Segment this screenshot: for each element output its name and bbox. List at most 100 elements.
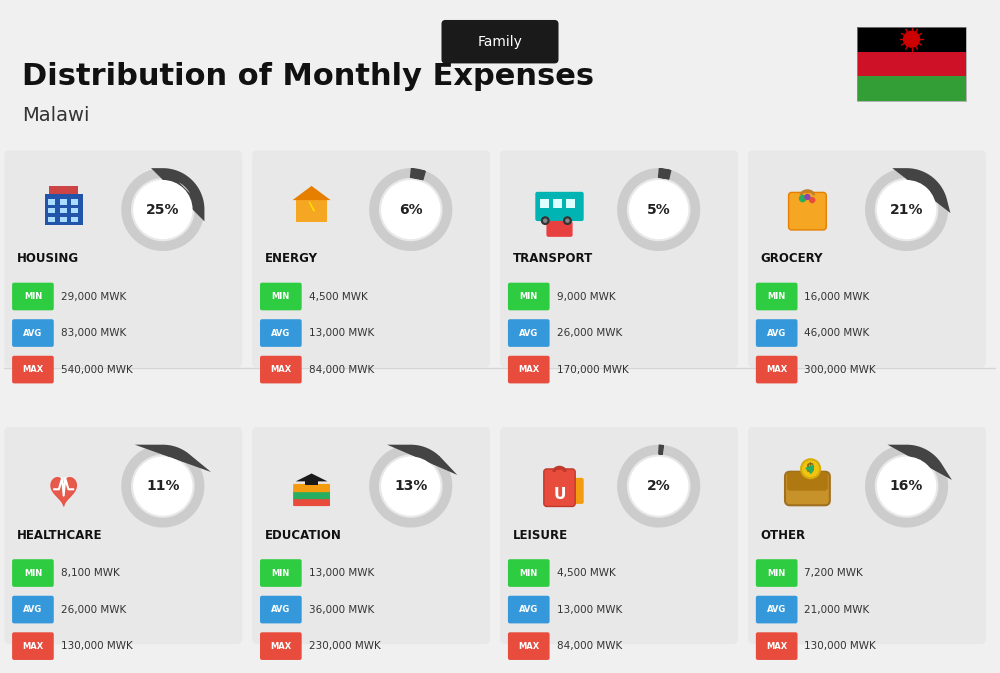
Text: Malawi: Malawi <box>22 106 90 125</box>
Text: MIN: MIN <box>24 292 42 301</box>
Text: 13,000 MWK: 13,000 MWK <box>309 328 374 338</box>
Text: MAX: MAX <box>518 641 539 651</box>
Text: 300,000 MWK: 300,000 MWK <box>804 365 876 375</box>
Text: AVG: AVG <box>23 328 43 338</box>
Text: 4,500 MWK: 4,500 MWK <box>557 568 615 578</box>
FancyBboxPatch shape <box>756 633 798 660</box>
FancyBboxPatch shape <box>508 559 550 587</box>
FancyBboxPatch shape <box>562 478 584 504</box>
Text: MAX: MAX <box>22 365 44 374</box>
FancyBboxPatch shape <box>252 150 490 367</box>
Text: MIN: MIN <box>768 292 786 301</box>
Circle shape <box>133 456 193 516</box>
Bar <box>296 200 327 222</box>
Text: LEISURE: LEISURE <box>513 529 568 542</box>
Bar <box>71 217 78 222</box>
Circle shape <box>629 180 688 239</box>
Text: AVG: AVG <box>767 328 786 338</box>
FancyBboxPatch shape <box>12 319 54 347</box>
FancyBboxPatch shape <box>785 472 830 505</box>
Text: MAX: MAX <box>518 365 539 374</box>
FancyBboxPatch shape <box>260 283 302 310</box>
Text: 26,000 MWK: 26,000 MWK <box>557 328 622 338</box>
Text: 5%: 5% <box>647 203 671 217</box>
Bar <box>48 217 55 222</box>
FancyBboxPatch shape <box>260 559 302 587</box>
Text: GROCERY: GROCERY <box>761 252 823 265</box>
FancyBboxPatch shape <box>508 319 550 347</box>
Bar <box>60 199 67 205</box>
Text: Family: Family <box>478 35 522 48</box>
Text: 84,000 MWK: 84,000 MWK <box>309 365 374 375</box>
Text: 170,000 MWK: 170,000 MWK <box>557 365 628 375</box>
Circle shape <box>877 180 936 239</box>
Bar <box>71 199 78 205</box>
Text: 13,000 MWK: 13,000 MWK <box>557 604 622 614</box>
FancyBboxPatch shape <box>260 596 302 623</box>
Text: 13,000 MWK: 13,000 MWK <box>309 568 374 578</box>
FancyBboxPatch shape <box>748 150 986 367</box>
FancyBboxPatch shape <box>441 20 559 63</box>
Text: AVG: AVG <box>519 605 538 614</box>
Text: 13%: 13% <box>394 479 427 493</box>
Text: MIN: MIN <box>520 292 538 301</box>
Text: 36,000 MWK: 36,000 MWK <box>309 604 374 614</box>
FancyBboxPatch shape <box>4 150 242 367</box>
FancyBboxPatch shape <box>756 356 798 384</box>
FancyBboxPatch shape <box>293 491 330 499</box>
Text: 46,000 MWK: 46,000 MWK <box>804 328 870 338</box>
Text: MAX: MAX <box>270 641 291 651</box>
FancyBboxPatch shape <box>12 283 54 310</box>
Circle shape <box>799 194 806 203</box>
Text: 21,000 MWK: 21,000 MWK <box>804 604 870 614</box>
Text: 26,000 MWK: 26,000 MWK <box>61 604 126 614</box>
Text: TRANSPORT: TRANSPORT <box>513 252 593 265</box>
FancyBboxPatch shape <box>12 356 54 384</box>
Text: 2%: 2% <box>647 479 671 493</box>
Bar <box>305 481 318 485</box>
FancyBboxPatch shape <box>4 427 242 644</box>
Text: 21%: 21% <box>890 203 923 217</box>
Bar <box>48 199 55 205</box>
Bar <box>540 199 549 208</box>
Text: MAX: MAX <box>22 641 44 651</box>
Text: AVG: AVG <box>271 328 290 338</box>
Text: MAX: MAX <box>270 365 291 374</box>
FancyBboxPatch shape <box>500 150 738 367</box>
Bar <box>71 208 78 213</box>
FancyBboxPatch shape <box>12 596 54 623</box>
Text: 130,000 MWK: 130,000 MWK <box>61 641 132 651</box>
Bar <box>857 76 966 101</box>
Text: MIN: MIN <box>520 569 538 577</box>
Text: MAX: MAX <box>766 641 787 651</box>
Text: U: U <box>553 487 566 501</box>
Bar <box>857 52 966 76</box>
Polygon shape <box>51 478 76 506</box>
FancyBboxPatch shape <box>252 427 490 644</box>
Text: 83,000 MWK: 83,000 MWK <box>61 328 126 338</box>
Text: AVG: AVG <box>271 605 290 614</box>
FancyBboxPatch shape <box>12 559 54 587</box>
Text: 16%: 16% <box>890 479 923 493</box>
Text: 130,000 MWK: 130,000 MWK <box>804 641 876 651</box>
Text: 29,000 MWK: 29,000 MWK <box>61 291 126 302</box>
Circle shape <box>381 180 441 239</box>
Text: MAX: MAX <box>766 365 787 374</box>
Bar <box>857 27 966 101</box>
Text: HEALTHCARE: HEALTHCARE <box>17 529 103 542</box>
FancyBboxPatch shape <box>546 221 573 237</box>
Text: 8,100 MWK: 8,100 MWK <box>61 568 119 578</box>
FancyBboxPatch shape <box>260 633 302 660</box>
Bar <box>45 194 83 225</box>
Text: HOUSING: HOUSING <box>17 252 79 265</box>
Text: 6%: 6% <box>399 203 423 217</box>
Text: 9,000 MWK: 9,000 MWK <box>557 291 615 302</box>
Text: AVG: AVG <box>23 605 43 614</box>
Text: 25%: 25% <box>146 203 180 217</box>
Polygon shape <box>296 474 327 481</box>
Text: MIN: MIN <box>272 569 290 577</box>
FancyBboxPatch shape <box>260 319 302 347</box>
Bar <box>60 208 67 213</box>
FancyBboxPatch shape <box>508 283 550 310</box>
Text: EDUCATION: EDUCATION <box>265 529 342 542</box>
